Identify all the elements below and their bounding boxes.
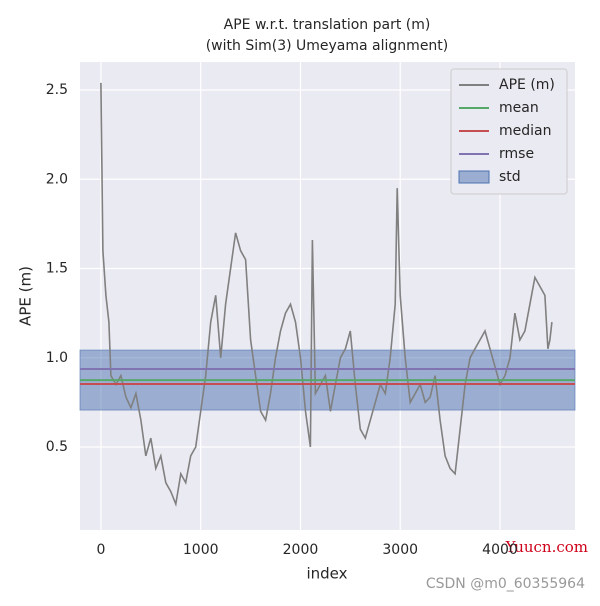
x-axis-label: index [306,565,347,583]
chart-subtitle: (with Sim(3) Umeyama alignment) [206,38,449,54]
x-tick-label: 4000 [482,542,518,558]
y-tick-label: 2.5 [46,82,68,98]
legend-label: mean [499,100,539,116]
x-tick-label: 1000 [183,542,219,558]
y-axis-label: APE (m) [17,266,35,326]
x-tick-label: 3000 [382,542,418,558]
y-tick-label: 1.0 [46,350,68,366]
legend-label: rmse [499,146,534,162]
legend-box [450,68,568,195]
chart-title: APE w.r.t. translation part (m) [224,17,431,33]
legend-swatch [458,170,490,184]
x-tick-label: 0 [96,542,105,558]
data-line [100,82,553,508]
y-tick-label: 0.5 [46,439,68,455]
legend-label: std [499,169,521,185]
legend-label: median [499,123,551,139]
legend-label: APE (m) [499,77,555,93]
watermark: CSDN @m0_60355964 [426,576,585,592]
watermark: Yuucn.com [505,538,588,556]
y-tick-label: 1.5 [46,261,68,277]
y-tick-label: 2.0 [46,171,68,187]
x-tick-label: 2000 [283,542,319,558]
